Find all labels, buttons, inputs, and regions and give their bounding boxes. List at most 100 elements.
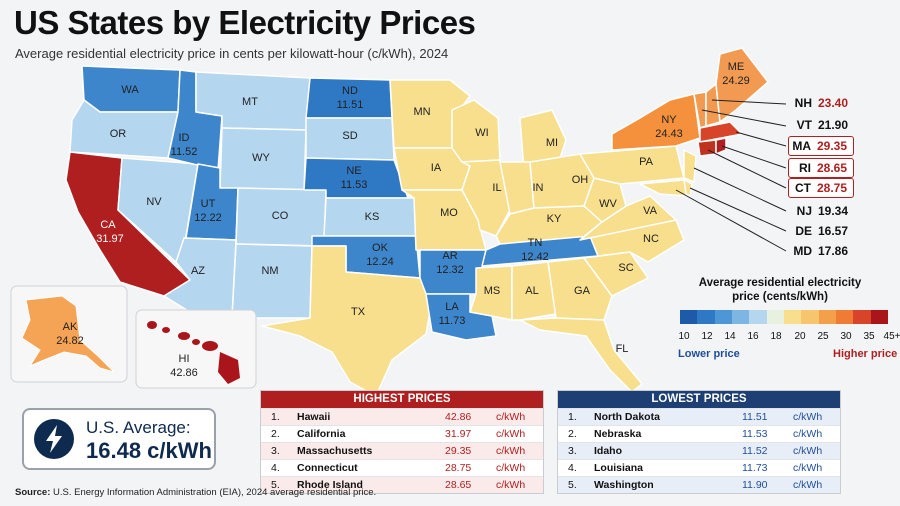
svg-text:NM: NM — [261, 265, 278, 277]
cell-price: 28.75 — [445, 462, 472, 474]
svg-text:12.42: 12.42 — [521, 251, 549, 263]
legend-swatch — [783, 310, 802, 324]
label-AL: AL — [525, 285, 538, 297]
state-labels: WA OR CA 31.97 NV ID 11.52 MT WY UT 12.2… — [96, 61, 750, 355]
svg-text:OK: OK — [372, 242, 389, 254]
svg-text:NY: NY — [661, 114, 677, 126]
label-AZ: AZ — [191, 265, 205, 277]
svg-text:31.97: 31.97 — [96, 233, 124, 245]
svg-text:MI: MI — [546, 137, 558, 149]
label-SD: SD — [342, 130, 357, 142]
cell-state: California — [297, 428, 346, 440]
cell-rank: 3. — [568, 445, 577, 457]
label-AK: AK — [63, 321, 78, 333]
label-WV: WV — [599, 198, 617, 210]
legend-title: Average residential electricity price (c… — [698, 277, 862, 303]
label-VA: VA — [643, 205, 658, 217]
state-RI[interactable] — [715, 137, 727, 155]
label-HI: HI — [179, 353, 190, 365]
state-MD[interactable] — [639, 179, 689, 197]
label-NC: NC — [643, 233, 659, 245]
legend-tick: 35 — [863, 331, 875, 342]
value-TN: 12.42 — [521, 251, 549, 263]
svg-text:WV: WV — [599, 198, 617, 210]
us-average-label: U.S. Average: — [86, 418, 191, 437]
state-NJ[interactable] — [683, 149, 697, 183]
state-ND[interactable] — [305, 77, 393, 119]
state-ME[interactable] — [715, 47, 769, 123]
svg-text:11.53: 11.53 — [341, 179, 368, 191]
svg-text:ME: ME — [728, 61, 745, 73]
label-FL: FL — [616, 343, 629, 355]
svg-text:PA: PA — [639, 156, 654, 168]
cell-price: 11.73 — [742, 462, 768, 474]
svg-text:GA: GA — [574, 285, 591, 297]
state-PA[interactable] — [579, 145, 685, 185]
svg-text:AR: AR — [442, 250, 457, 262]
legend-tick: 30 — [840, 331, 852, 342]
cell-state: Washington — [594, 479, 654, 491]
callout-vt: VT 21.90 — [796, 118, 849, 132]
state-TX[interactable] — [261, 245, 433, 397]
cell-unit: c/kWh — [496, 445, 526, 457]
state-FL[interactable] — [519, 317, 643, 393]
svg-text:AL: AL — [525, 285, 538, 297]
label-MS: MS — [484, 285, 501, 297]
table-row: 4. Connecticut 28.75 c/kWh — [261, 459, 543, 476]
lowest-prices-title: LOWEST PRICES — [558, 391, 840, 408]
cell-state: Idaho — [594, 445, 622, 457]
state-NM[interactable] — [231, 243, 313, 319]
svg-text:IN: IN — [533, 182, 544, 194]
legend-swatch — [870, 310, 888, 324]
svg-text:WA: WA — [121, 84, 139, 96]
state-AK[interactable] — [21, 295, 116, 374]
state-GA[interactable] — [547, 257, 613, 321]
svg-text:MS: MS — [484, 285, 501, 297]
svg-text:11.73: 11.73 — [439, 315, 466, 327]
legend-swatch — [835, 310, 854, 324]
value-NY: 24.43 — [655, 128, 683, 140]
svg-text:VA: VA — [643, 205, 658, 217]
label-MO: MO — [440, 207, 458, 219]
state-HI[interactable] — [147, 321, 240, 384]
value-HI: 42.86 — [170, 367, 198, 379]
highest-prices-table: HIGHEST PRICES 1. Hawaii 42.86 c/kWh 2. Calif… — [260, 390, 544, 494]
svg-text:11.52: 11.52 — [171, 146, 198, 158]
legend-tick: 20 — [794, 331, 806, 342]
svg-text:HI: HI — [179, 353, 190, 365]
state-DE[interactable] — [683, 179, 693, 197]
legend-swatch — [801, 310, 819, 324]
svg-text:MN: MN — [413, 106, 430, 118]
cell-rank: 5. — [271, 479, 280, 491]
state-NY[interactable] — [611, 93, 701, 151]
label-UT: UT — [201, 198, 216, 210]
state-WV[interactable] — [583, 177, 627, 223]
legend-swatch — [697, 310, 715, 324]
label-NY: NY — [661, 114, 677, 126]
state-LA[interactable] — [425, 293, 497, 341]
callout-ri: RI 28.65 — [788, 158, 855, 178]
table-row: 3. Idaho 11.52 c/kWh — [558, 442, 840, 459]
label-ND: ND — [342, 85, 358, 97]
legend-tick: 10 — [678, 331, 690, 342]
cell-rank: 5. — [568, 479, 577, 491]
state-VA[interactable] — [579, 195, 677, 241]
label-OK: OK — [372, 242, 389, 254]
state-AL[interactable] — [511, 261, 557, 321]
svg-text:ND: ND — [342, 85, 358, 97]
svg-text:TX: TX — [351, 306, 366, 318]
value-ME: 24.29 — [722, 75, 750, 87]
svg-text:ID: ID — [179, 132, 190, 144]
svg-text:24.82: 24.82 — [56, 335, 84, 347]
svg-text:AK: AK — [63, 321, 78, 333]
svg-text:KY: KY — [547, 213, 562, 225]
legend-tick: 14 — [724, 331, 736, 342]
label-GA: GA — [574, 285, 591, 297]
legend-tick: 12 — [701, 331, 713, 342]
cell-state: North Dakota — [594, 411, 660, 423]
legend-swatch — [714, 310, 732, 324]
state-CT[interactable] — [697, 139, 717, 157]
svg-text:KS: KS — [365, 211, 380, 223]
value-ND: 11.51 — [337, 99, 364, 111]
table-row: 3. Massachusetts 29.35 c/kWh — [261, 442, 543, 459]
